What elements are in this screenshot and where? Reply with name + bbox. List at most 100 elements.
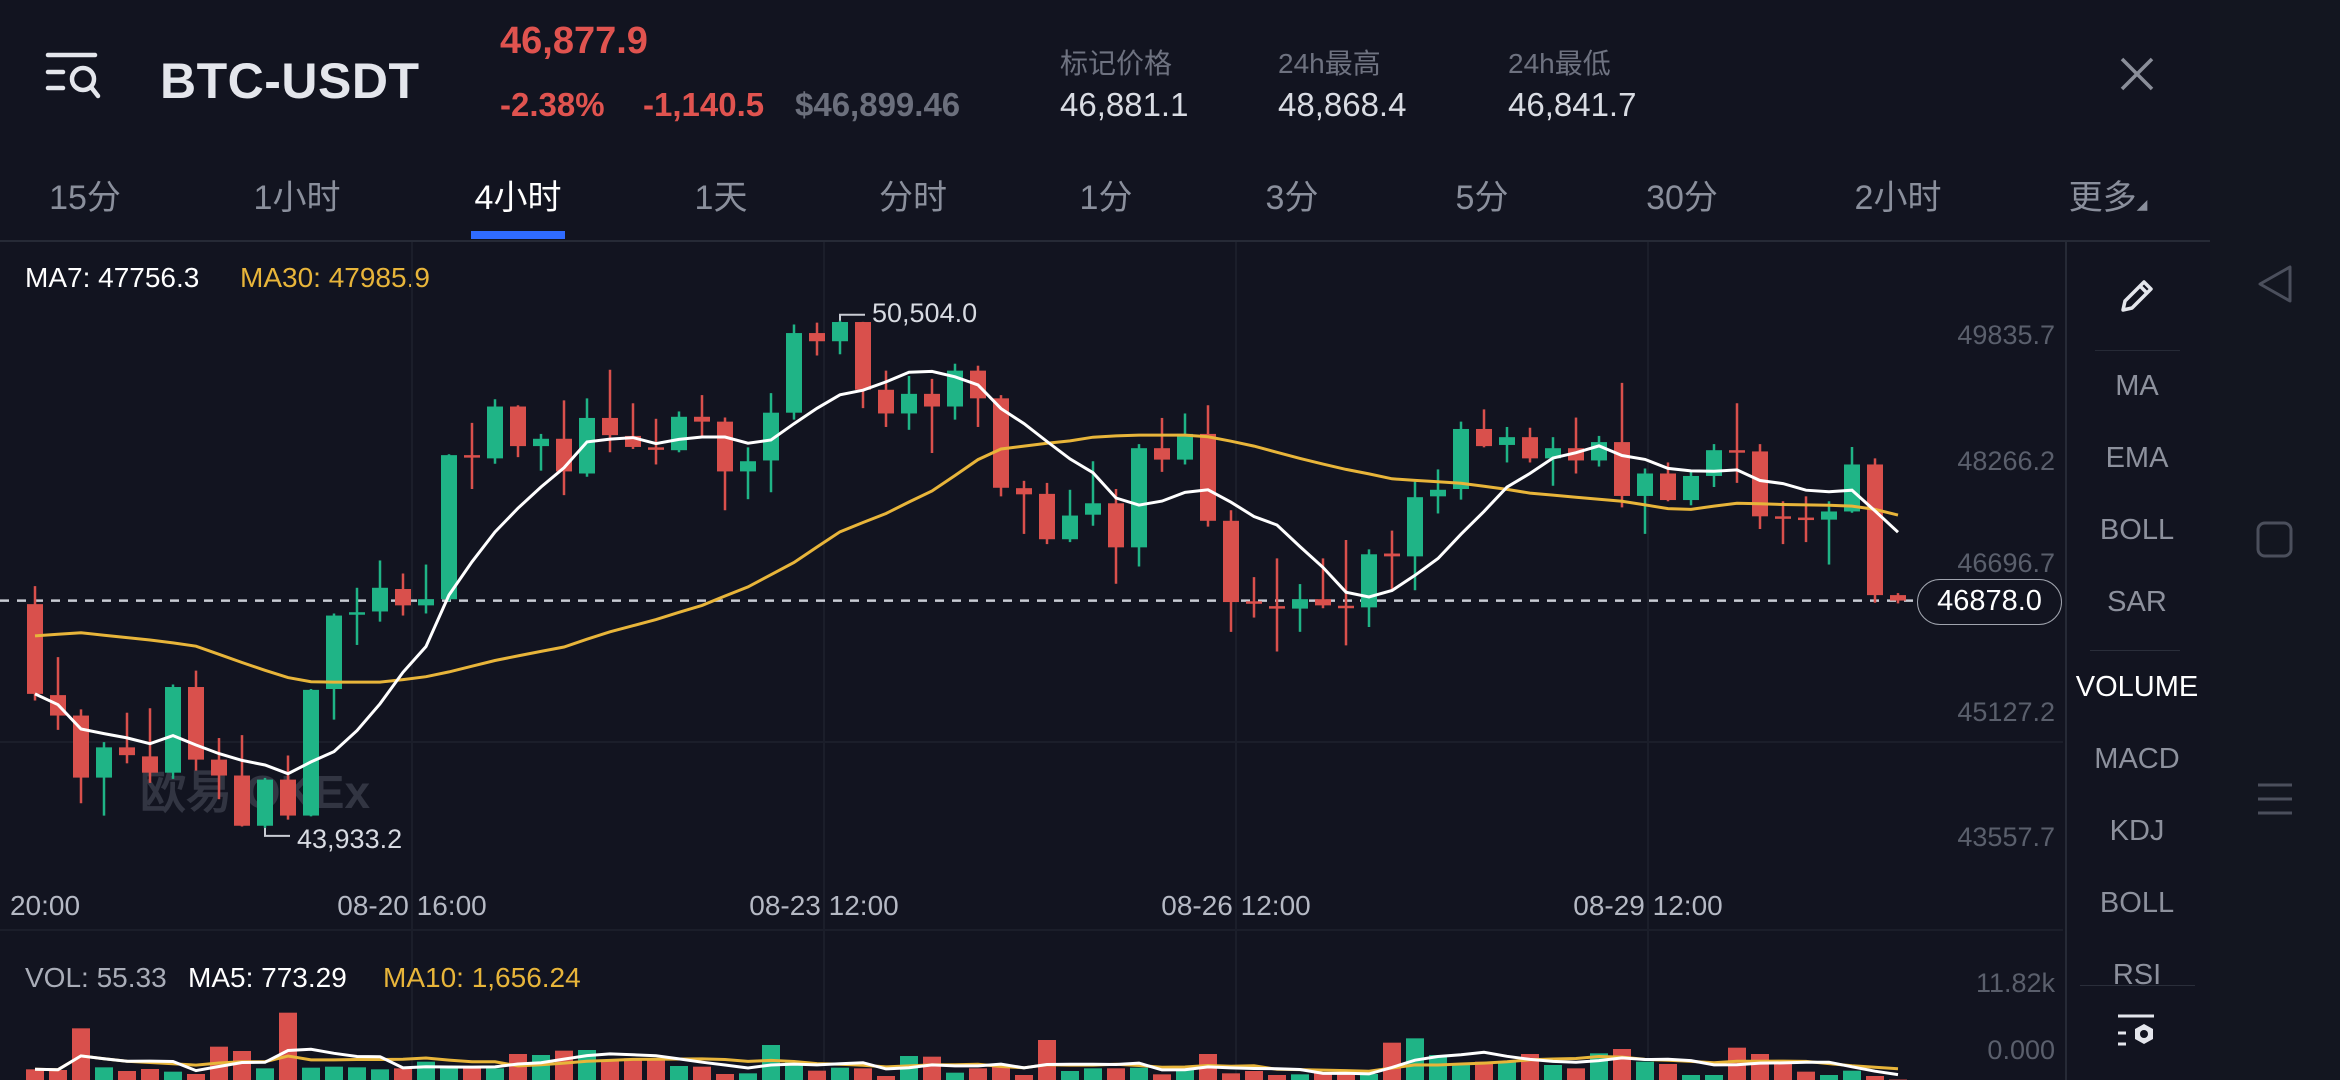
tab-30m[interactable]: 30分 [1646,179,1718,217]
candle-up [786,333,802,413]
indicator-ma[interactable]: MA [2115,370,2159,402]
volume-bar [1774,1062,1792,1080]
volume-bar [1038,1040,1056,1080]
low-marker-line [264,827,290,837]
candle-down [142,756,158,773]
candle-up [303,689,319,816]
candle-down [395,589,411,606]
candle-down [924,393,940,407]
volume-bar [1797,1071,1815,1080]
last-price: 46,877.9 [500,20,648,62]
menu-icon[interactable] [2258,783,2292,815]
volume-bar [670,1066,688,1080]
volume-bar [1682,1075,1700,1080]
candle-up [579,417,595,474]
candle-down [1384,553,1400,557]
candle-down [280,779,296,816]
pencil-icon[interactable] [2115,274,2159,318]
close-icon[interactable] [2117,54,2157,94]
volume-bar [877,1076,895,1080]
volume-ma5-line [34,1047,1899,1077]
volume-bar [693,1066,711,1080]
volume-bar [1291,1074,1309,1080]
volume-bar [118,1071,136,1080]
indicator-volume[interactable]: VOLUME [2075,671,2199,703]
candle-up [901,393,917,414]
volume-bar [1659,1063,1677,1080]
candle-up [165,687,181,773]
tab-1d[interactable]: 1天 [694,179,748,217]
y-tick: 49835.7 [1957,320,2055,350]
candle-down [1614,442,1630,496]
tab-more[interactable]: 更多◢ [2069,170,2148,219]
volume-bar [417,1061,435,1080]
tab-4h[interactable]: 4小时 [474,179,562,217]
candle-down [602,417,618,436]
pair-title[interactable]: BTC-USDT [160,53,420,109]
candle-up [441,455,457,600]
volume-bar [992,1066,1010,1080]
candle-up [1844,464,1860,512]
candle-up [372,587,388,612]
tab-timeshare[interactable]: 分时 [879,179,947,217]
volume-bar [463,1067,481,1080]
tab-1h[interactable]: 1小时 [253,179,341,217]
y-tick: 43557.7 [1957,822,2055,852]
indicator-settings-icon[interactable] [2116,1013,2160,1053]
indicator-macd[interactable]: MACD [2094,743,2180,775]
back-icon[interactable] [2258,265,2292,303]
high-price-marker: 50,504.0 [872,298,978,328]
candle-up [1499,437,1515,445]
volume-bar [1015,1075,1033,1080]
indicator-rsi[interactable]: RSI [2112,959,2162,985]
candle-down [27,604,43,694]
indicator-kdj[interactable]: KDJ [2109,815,2165,847]
volume-bar [141,1068,159,1080]
volume-bar [1820,1075,1838,1080]
candle-down [1200,433,1216,521]
candle-up [1361,554,1377,608]
candle-down [1775,516,1791,519]
indicator-boll-sub[interactable]: BOLL [2099,887,2175,919]
vol-legend: VOL: 55.33 [25,962,167,993]
candle-up [1821,511,1837,520]
candle-up [1085,503,1101,515]
candle-down [993,398,1009,488]
candle-up [1177,433,1193,460]
panel-divider [2095,350,2180,351]
volume-bar [1130,1067,1148,1080]
candle-up [96,747,112,778]
tab-1m[interactable]: 1分 [1079,179,1133,217]
volume-bar [1084,1068,1102,1080]
candle-up [740,461,756,472]
candle-up [1637,473,1653,496]
candle-down [1660,473,1676,501]
volume-bar [164,1071,182,1080]
candle-down [1476,428,1492,447]
candle-down [1039,493,1055,540]
candle-up [1062,515,1078,540]
candle-up [832,322,848,342]
volume-bar [1613,1048,1631,1080]
candlestick-chart[interactable] [0,0,2065,1080]
candle-down [188,687,204,760]
tab-2h[interactable]: 2小时 [1854,179,1942,217]
change-amount: -1,140.5 [643,86,765,123]
tab-3m[interactable]: 3分 [1265,179,1319,217]
indicator-ema[interactable]: EMA [2105,442,2169,474]
volume-bar [1452,1063,1470,1080]
panel-divider [2090,650,2180,651]
volume-bar [1245,1071,1263,1080]
tab-15m[interactable]: 15分 [49,179,121,217]
volume-bar [302,1067,320,1080]
candle-down [717,421,733,472]
volume-bar [555,1050,573,1080]
tab-5m[interactable]: 5分 [1455,179,1509,217]
indicator-sar[interactable]: SAR [2107,586,2167,618]
menu-search-icon[interactable] [45,45,115,115]
volume-bar [371,1069,389,1080]
indicator-boll[interactable]: BOLL [2099,514,2175,546]
candle-down [648,447,664,450]
recents-icon[interactable] [2256,521,2293,558]
volume-bar [256,1068,274,1080]
